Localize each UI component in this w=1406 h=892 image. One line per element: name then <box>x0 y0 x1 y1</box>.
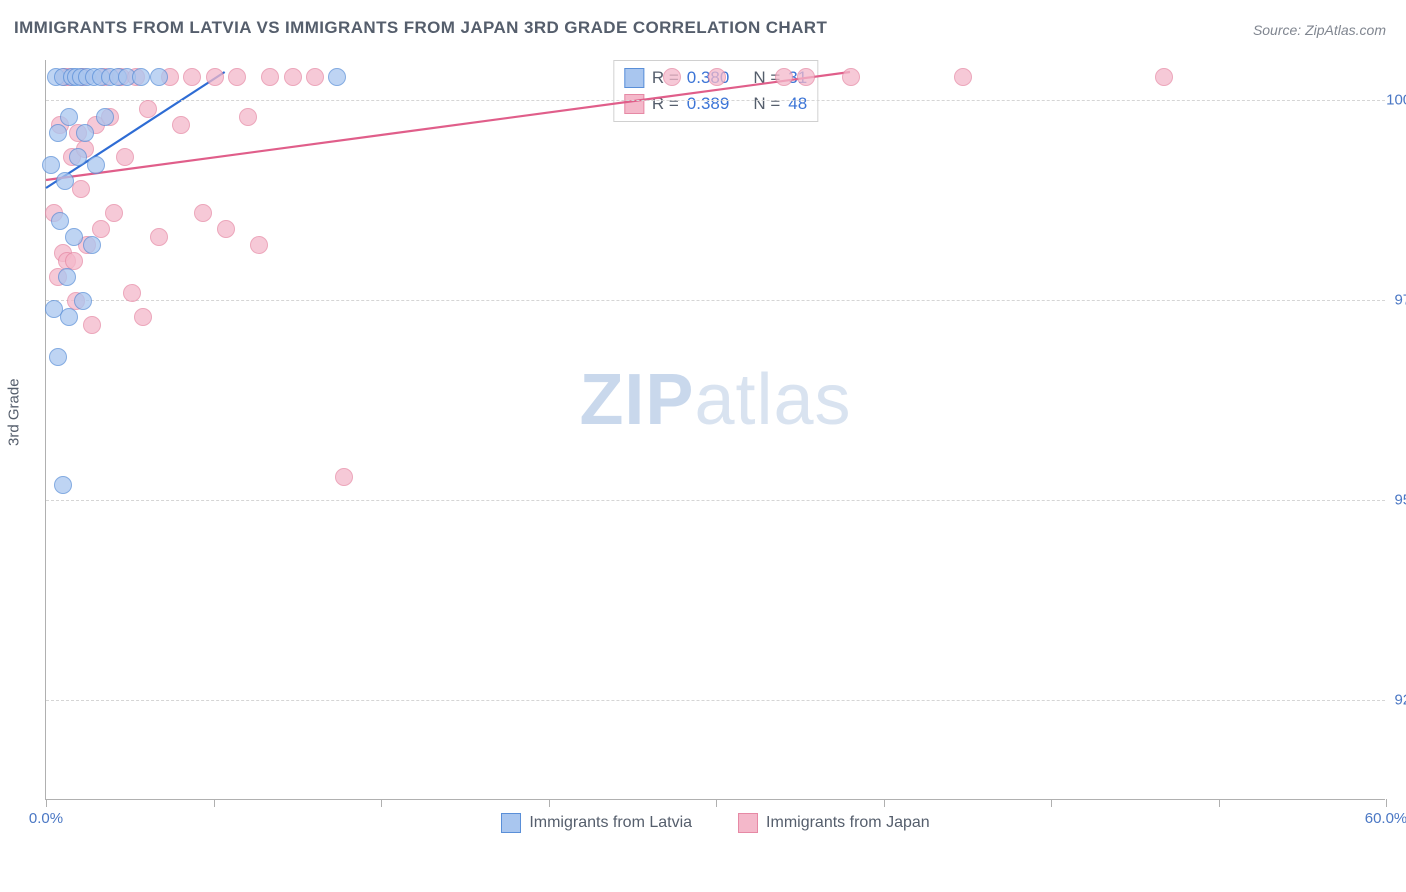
n-value-1: 48 <box>788 94 807 114</box>
scatter-point <box>250 236 268 254</box>
y-tick-label: 95.0% <box>1394 492 1406 509</box>
x-tick <box>1219 799 1220 807</box>
scatter-point <box>69 148 87 166</box>
scatter-point <box>134 308 152 326</box>
gridline <box>46 100 1385 101</box>
scatter-point <box>194 204 212 222</box>
series-swatch-0b <box>501 813 521 833</box>
scatter-point <box>132 68 150 86</box>
x-tick <box>549 799 550 807</box>
x-tick-label: 0.0% <box>29 810 63 827</box>
x-tick <box>46 799 47 807</box>
series-swatch-1b <box>738 813 758 833</box>
legend-item-1: Immigrants from Japan <box>738 813 930 833</box>
legend-stats-row-1: R = 0.389 N = 48 <box>624 91 807 117</box>
scatter-point <box>328 68 346 86</box>
gridline <box>46 500 1385 501</box>
scatter-point <box>150 228 168 246</box>
scatter-point <box>775 68 793 86</box>
scatter-point <box>83 236 101 254</box>
scatter-point <box>150 68 168 86</box>
plot-area: ZIPatlas R = 0.380 N = 31 R = 0.389 N = … <box>45 60 1385 800</box>
legend-item-0: Immigrants from Latvia <box>501 813 692 833</box>
x-tick <box>884 799 885 807</box>
scatter-point <box>60 308 78 326</box>
scatter-point <box>172 116 190 134</box>
scatter-point <box>123 284 141 302</box>
series-name-0: Immigrants from Latvia <box>529 814 692 832</box>
scatter-point <box>335 468 353 486</box>
watermark-bold: ZIP <box>579 360 694 440</box>
scatter-point <box>228 68 246 86</box>
x-tick <box>381 799 382 807</box>
x-tick <box>1051 799 1052 807</box>
scatter-point <box>76 124 94 142</box>
scatter-point <box>87 156 105 174</box>
scatter-point <box>116 148 134 166</box>
scatter-point <box>74 292 92 310</box>
scatter-point <box>72 180 90 198</box>
scatter-point <box>842 68 860 86</box>
scatter-point <box>58 268 76 286</box>
watermark-rest: atlas <box>694 360 851 440</box>
r-value-1: 0.389 <box>687 94 730 114</box>
n-label: N = <box>753 94 780 114</box>
x-tick <box>716 799 717 807</box>
scatter-point <box>49 124 67 142</box>
scatter-point <box>42 156 60 174</box>
scatter-point <box>96 108 114 126</box>
scatter-point <box>183 68 201 86</box>
scatter-point <box>139 100 157 118</box>
scatter-point <box>65 228 83 246</box>
y-axis-title: 3rd Grade <box>6 378 23 446</box>
series-name-1: Immigrants from Japan <box>766 814 930 832</box>
gridline <box>46 700 1385 701</box>
scatter-point <box>239 108 257 126</box>
legend-bottom: Immigrants from Latvia Immigrants from J… <box>46 813 1385 833</box>
scatter-point <box>708 68 726 86</box>
source-label: Source: ZipAtlas.com <box>1253 22 1386 38</box>
gridline <box>46 300 1385 301</box>
scatter-point <box>217 220 235 238</box>
scatter-point <box>51 212 69 230</box>
r-label: R = <box>652 94 679 114</box>
scatter-point <box>284 68 302 86</box>
watermark: ZIPatlas <box>579 359 851 441</box>
scatter-point <box>206 68 224 86</box>
scatter-point <box>54 476 72 494</box>
trend-lines <box>46 60 1385 799</box>
chart-title: IMMIGRANTS FROM LATVIA VS IMMIGRANTS FRO… <box>14 18 827 38</box>
scatter-point <box>83 316 101 334</box>
x-tick-label: 60.0% <box>1365 810 1406 827</box>
scatter-point <box>56 172 74 190</box>
y-tick-label: 92.5% <box>1394 692 1406 709</box>
scatter-point <box>261 68 279 86</box>
series-swatch-1 <box>624 94 644 114</box>
scatter-point <box>306 68 324 86</box>
y-tick-label: 100.0% <box>1386 92 1406 109</box>
scatter-point <box>1155 68 1173 86</box>
scatter-point <box>105 204 123 222</box>
x-tick <box>1386 799 1387 807</box>
x-tick <box>214 799 215 807</box>
y-tick-label: 97.5% <box>1394 292 1406 309</box>
series-swatch-0 <box>624 68 644 88</box>
scatter-point <box>49 348 67 366</box>
scatter-point <box>954 68 972 86</box>
